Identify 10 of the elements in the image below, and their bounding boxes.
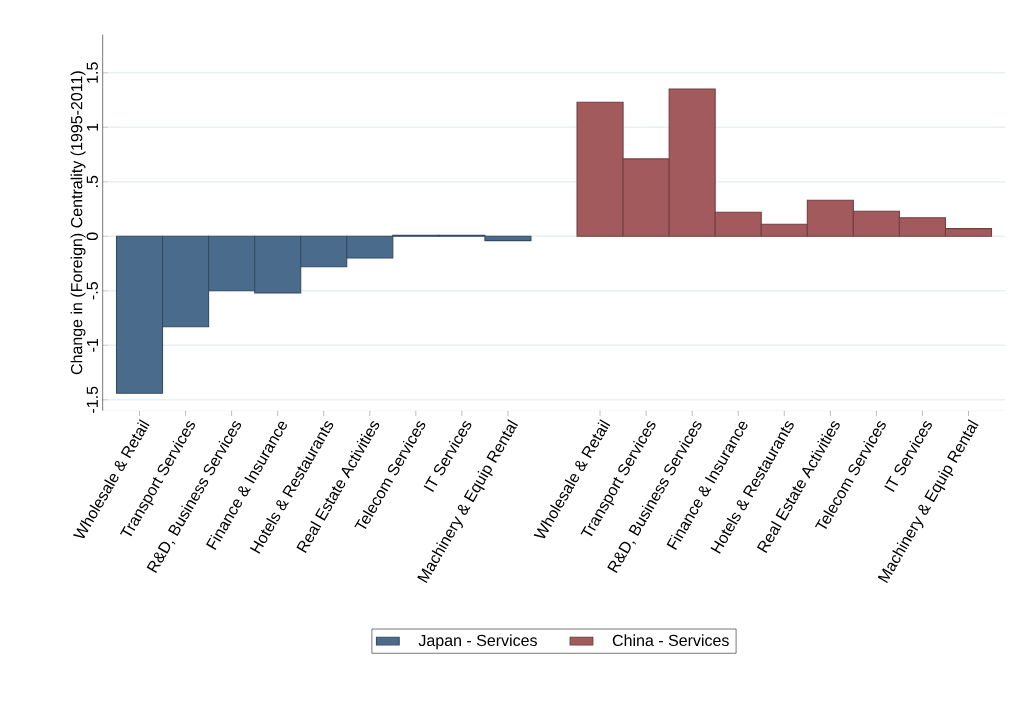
legend-label: Japan - Services [418, 634, 537, 650]
y-tick-label: 1.5 [86, 62, 98, 83]
y-tick-label: -1 [86, 338, 98, 352]
y-tick-label: 0 [86, 232, 98, 241]
y-axis-title: Change in (Foreign) Centrality (1995-2011) [70, 71, 86, 375]
y-tick-label: -.5 [86, 282, 98, 300]
y-tick-label: 1 [86, 123, 98, 131]
y-tick-label: .5 [86, 175, 98, 187]
y-tick-label: -1.5 [86, 386, 98, 413]
legend-label: China - Services [612, 634, 729, 647]
